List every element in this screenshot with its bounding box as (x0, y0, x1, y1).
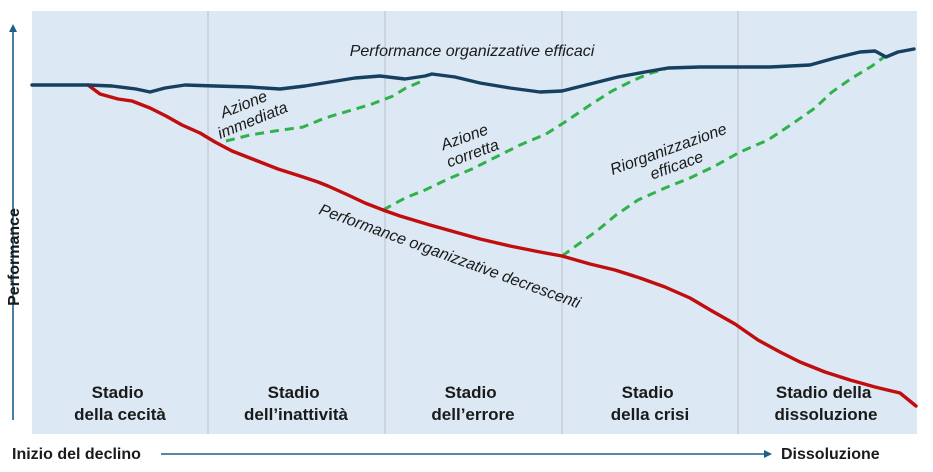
stage-label-inaction: Stadio dell’inattività (244, 383, 348, 424)
x-axis-end-label: Dissoluzione (781, 446, 880, 463)
stage-dividers (207, 11, 739, 434)
stage-label-blindness: Stadio della cecità (74, 383, 166, 424)
immediate-action-path (225, 80, 421, 143)
stage-label-dissolution: Stadio della dissoluzione (775, 383, 878, 424)
effective-reorganization-path (561, 55, 885, 258)
corrective-action-label: Azione corretta (438, 120, 502, 172)
diagram-panel (32, 11, 917, 434)
corrective-action-path (382, 66, 669, 212)
stage-label-crisis: Stadio della crisi (611, 383, 689, 424)
stage-labels: Stadio della cecità Stadio dell’inattivi… (74, 383, 877, 424)
stage-label-faulty-action: Stadio dell’errore (431, 383, 514, 424)
effective-performance-label: Performance organizzative efficaci (350, 43, 595, 60)
x-axis-start-label: Inizio del declino (12, 446, 141, 463)
corrective-action-paths (225, 55, 885, 258)
y-axis-label: Performance (6, 208, 23, 306)
declining-performance-curve (86, 83, 918, 408)
effective-performance-curve (30, 47, 916, 94)
